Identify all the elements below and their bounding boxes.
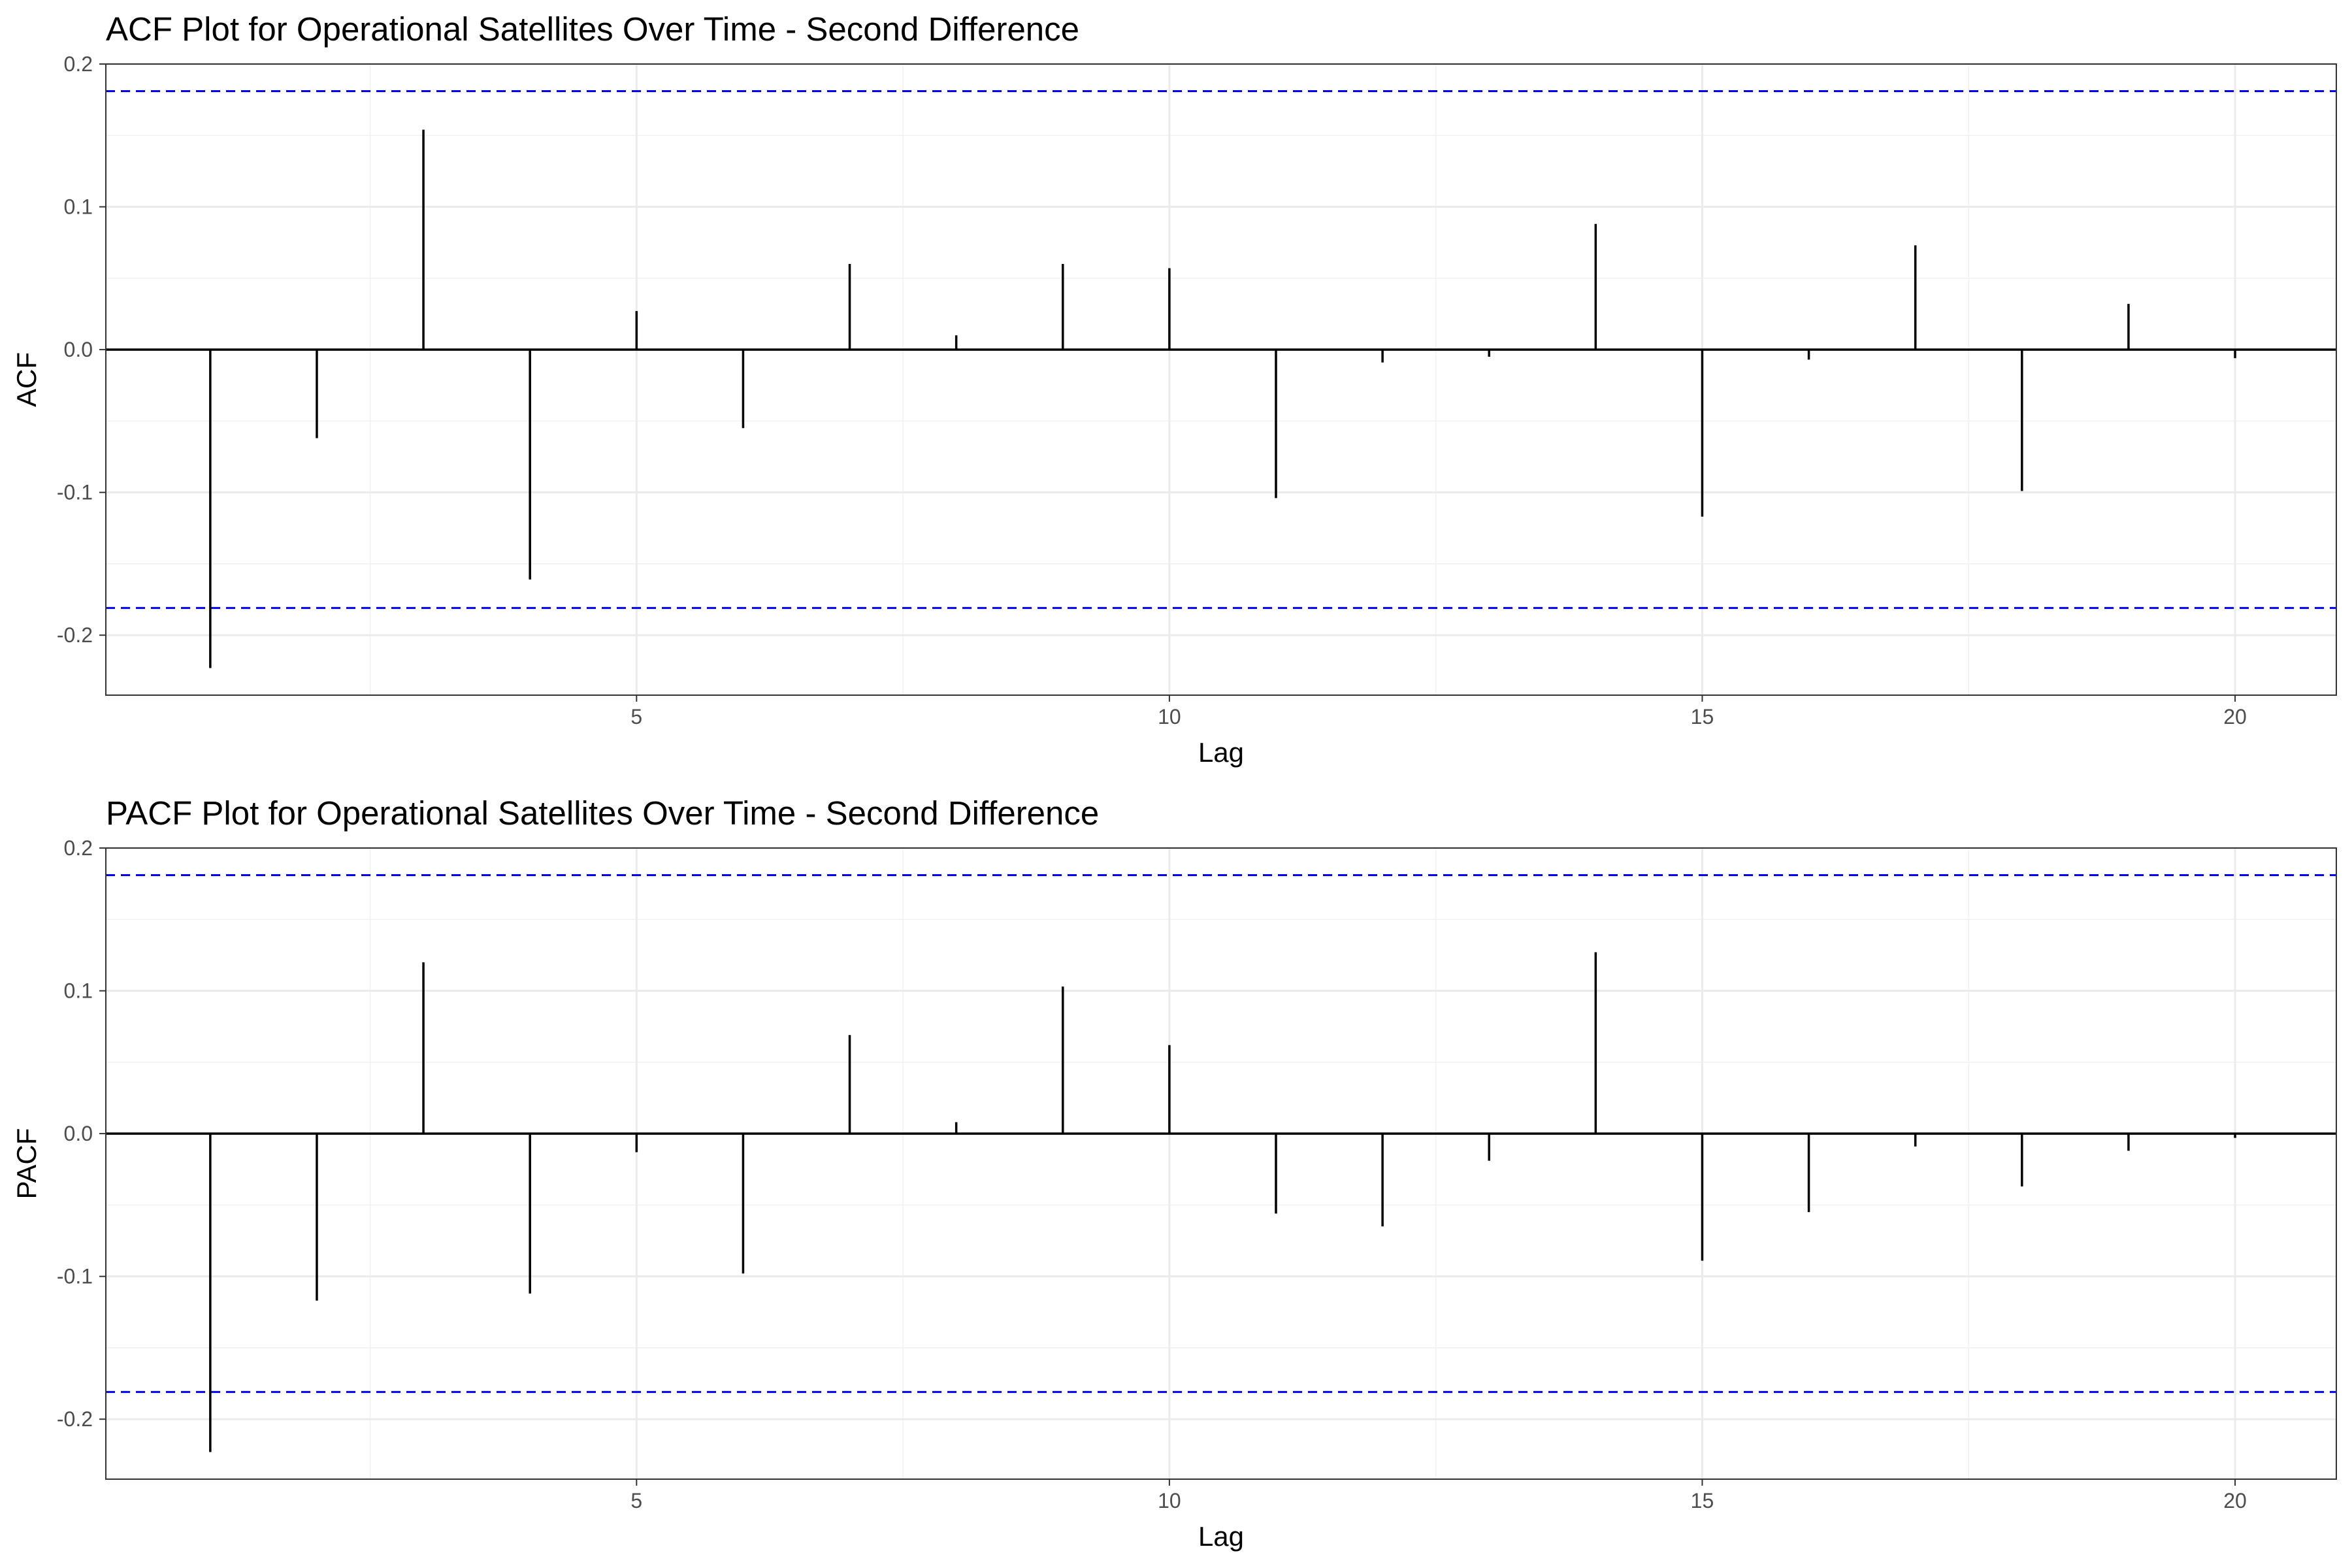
acf-x-tick-label: 5 [630, 705, 642, 728]
pacf-y-tick-label: -0.1 [57, 1265, 93, 1288]
pacf-x-axis-title: Lag [1198, 1521, 1244, 1552]
acf-x-axis-title: Lag [1198, 737, 1244, 768]
pacf-x-tick-label: 10 [1158, 1489, 1181, 1512]
acf-y-tick-label: 0.1 [64, 195, 93, 219]
pacf-x-tick-label: 5 [630, 1489, 642, 1512]
acf-x-tick-label: 10 [1158, 705, 1181, 728]
pacf-plot-border [105, 847, 2337, 1480]
acf-plot-border [105, 63, 2337, 696]
acf-y-tick-label: -0.1 [57, 481, 93, 504]
pacf-panel: PACF Plot for Operational Satellites Ove… [11, 794, 2337, 1552]
pacf-x-tick-label: 15 [1691, 1489, 1714, 1512]
acf-x-tick-label: 15 [1691, 705, 1714, 728]
acf-y-tick-label: 0.0 [64, 338, 93, 361]
acf-y-axis-title: ACF [11, 352, 42, 407]
acf-x-tick-label: 20 [2223, 705, 2247, 728]
acf-panel: ACF Plot for Operational Satellites Over… [11, 10, 2337, 768]
pacf-y-tick-label: -0.2 [57, 1407, 93, 1431]
pacf-y-axis-title: PACF [11, 1128, 42, 1200]
pacf-y-tick-label: 0.1 [64, 979, 93, 1003]
pacf-y-tick-label: 0.2 [64, 836, 93, 860]
pacf-x-tick-label: 20 [2223, 1489, 2247, 1512]
acf-y-tick-label: -0.2 [57, 623, 93, 647]
acf-y-tick-label: 0.2 [64, 52, 93, 76]
acf-chart-title: ACF Plot for Operational Satellites Over… [106, 10, 1079, 48]
pacf-chart-title: PACF Plot for Operational Satellites Ove… [106, 794, 1099, 832]
pacf-y-tick-label: 0.0 [64, 1122, 93, 1145]
